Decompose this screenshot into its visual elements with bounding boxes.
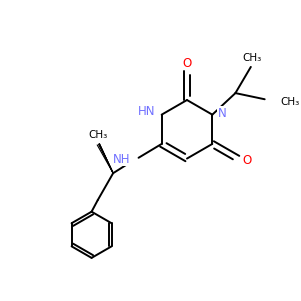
Text: CH₃: CH₃ [88,130,107,140]
Text: N: N [218,107,226,119]
Text: O: O [182,57,192,70]
Text: NH: NH [113,153,131,166]
Text: CH₃: CH₃ [243,54,262,64]
Text: O: O [242,154,252,166]
Text: CH₃: CH₃ [280,97,299,107]
Text: HN: HN [138,105,156,118]
